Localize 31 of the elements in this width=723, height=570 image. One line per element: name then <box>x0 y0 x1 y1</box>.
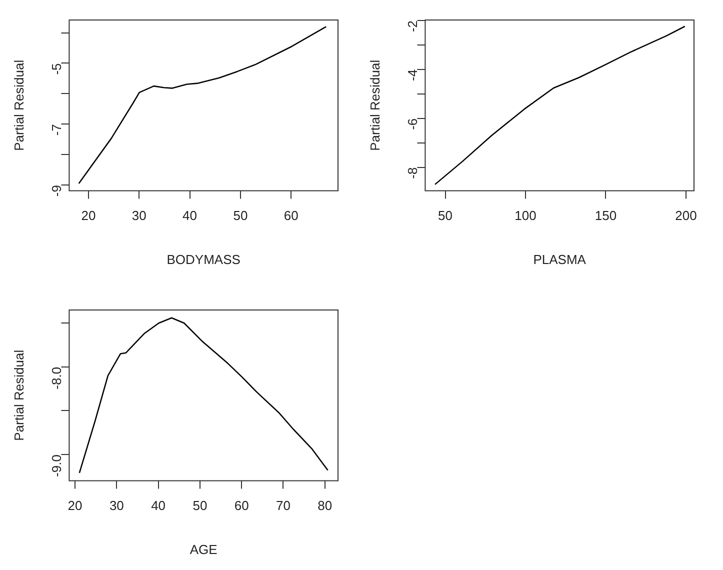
y-tick-label: -9 <box>48 185 64 197</box>
x-axis-title: PLASMA <box>533 252 586 267</box>
x-tick-label: 40 <box>151 498 166 514</box>
x-tick-label: 200 <box>675 208 697 224</box>
x-tick-label: 50 <box>233 208 248 224</box>
x-axis-title: BODYMASS <box>166 252 241 267</box>
x-tick-label: 30 <box>132 208 146 224</box>
x-tick-label: 20 <box>68 498 82 514</box>
x-tick-label: 50 <box>192 498 208 514</box>
x-tick-label: 60 <box>284 208 298 224</box>
x-tick-label: 150 <box>594 208 617 224</box>
y-tick-label: -8.0 <box>48 366 64 390</box>
x-tick-label: 100 <box>514 208 536 224</box>
y-tick-label: -8 <box>404 167 420 179</box>
x-axis-title: AGE <box>190 542 218 557</box>
y-tick-label: -6 <box>404 118 420 130</box>
y-tick-label: -7 <box>48 124 64 136</box>
y-tick-label: -4 <box>404 69 420 81</box>
y-tick-label: -5 <box>48 63 64 75</box>
x-tick-label: 40 <box>182 208 198 224</box>
x-tick-label: 70 <box>276 498 290 514</box>
y-tick-label: -9.0 <box>48 454 64 477</box>
y-axis-title: Partial Residual <box>11 60 26 151</box>
y-axis-title: Partial Residual <box>367 60 382 151</box>
x-tick-label: 80 <box>318 498 332 514</box>
x-tick-label: 30 <box>109 498 124 514</box>
y-tick-label: -2 <box>404 20 420 32</box>
x-tick-label: 50 <box>438 208 452 224</box>
x-tick-label: 60 <box>234 498 249 514</box>
y-axis-title: Partial Residual <box>11 350 26 441</box>
x-tick-label: 20 <box>81 208 96 224</box>
